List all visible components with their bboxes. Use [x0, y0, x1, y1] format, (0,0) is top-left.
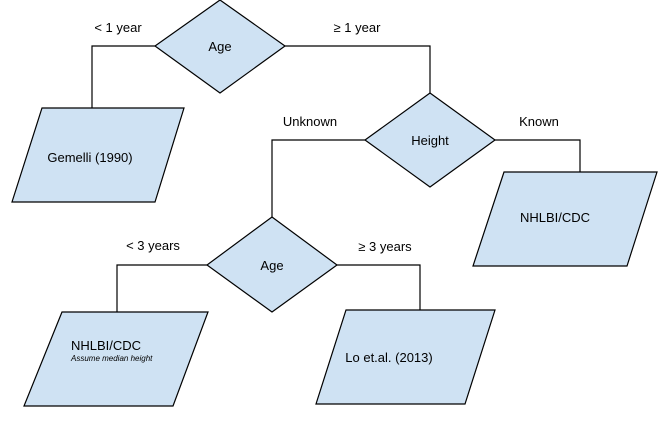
decision-age-unknown: Age [205, 216, 339, 313]
edge-label-lt1: < 1 year [94, 20, 142, 35]
decision-age-root: Age [153, 0, 287, 94]
edge-label-known: Known [519, 114, 559, 129]
edge-label-lt3: < 3 years [126, 238, 180, 253]
output-nhlbi-known-label: NHLBI/CDC [520, 210, 590, 225]
edge-label-unknown: Unknown [283, 114, 337, 129]
output-nhlbi-median-note: Assume median height [70, 354, 153, 363]
decision-height-label: Height [411, 133, 449, 148]
edge-label-ge1: ≥ 1 year [334, 20, 382, 35]
output-nhlbi-known: NHLBI/CDC [472, 171, 658, 267]
edge-known-connector [495, 139, 581, 172]
output-gemelli-label: Gemelli (1990) [47, 150, 132, 165]
output-gemelli: Gemelli (1990) [11, 107, 185, 203]
edge-lt3-connector [116, 264, 207, 312]
edge-ge1-connector [285, 45, 431, 93]
output-nhlbi-median-label: NHLBI/CDC [71, 338, 141, 353]
decision-height: Height [363, 92, 497, 188]
edge-label-ge3: ≥ 3 years [358, 239, 412, 254]
output-nhlbi-median: NHLBI/CDC Assume median height [23, 311, 209, 407]
decision-age-root-label: Age [208, 39, 231, 54]
output-lo: Lo et.al. (2013) [315, 309, 496, 405]
edge-lt1-connector [91, 45, 155, 108]
decision-age-unknown-label: Age [260, 258, 283, 273]
edge-ge3-connector [337, 264, 421, 310]
edge-unknown-connector [271, 139, 365, 217]
output-lo-label: Lo et.al. (2013) [345, 350, 432, 365]
